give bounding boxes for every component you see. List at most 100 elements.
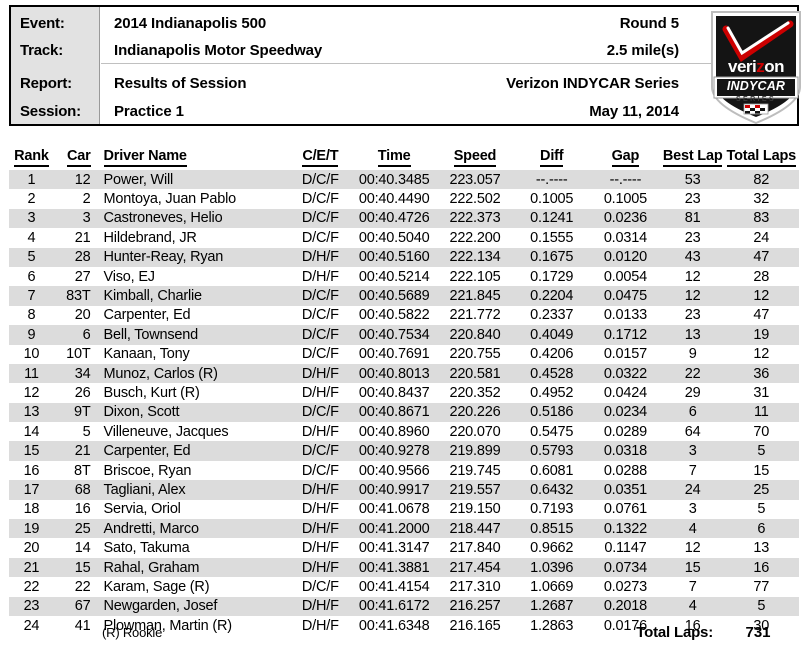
table-row[interactable]: 7 83T Kimball, Charlie D/C/F 00:40.5689 221.8…	[9, 286, 799, 306]
cell-car: 68	[53, 480, 95, 500]
cell-total-laps: 24	[723, 228, 799, 248]
table-row[interactable]: 23 67 Newgarden, Josef D/H/F 00:41.6172 216.2…	[9, 596, 799, 616]
table-row[interactable]: 17 68 Tagliani, Alex D/H/F 00:40.9917 219.557…	[9, 480, 799, 500]
table-row[interactable]: 1 12 Power, Will D/C/F 00:40.3485 223.057 --.-…	[9, 170, 799, 190]
table-row[interactable]: 22 22 Karam, Sage (R) D/C/F 00:41.4154 217.31…	[9, 577, 799, 597]
rookie-legend: (R) Rookie	[102, 625, 163, 640]
table-row[interactable]: 5 28 Hunter-Reay, Ryan D/H/F 00:40.5160 222.1…	[9, 247, 799, 267]
table-row[interactable]: 13 9T Dixon, Scott D/C/F 00:40.8671 220.226 0.…	[9, 402, 799, 423]
cell-cet: D/H/F	[287, 499, 353, 520]
cell-speed: 220.581	[435, 363, 515, 384]
table-row[interactable]: 18 16 Servia, Oriol D/H/F 00:41.0678 219.150 0…	[9, 499, 799, 520]
cell-cet: D/H/F	[287, 557, 353, 578]
cell-rank: 20	[9, 538, 54, 558]
table-row[interactable]: 19 25 Andretti, Marco D/H/F 00:41.2000 218.44…	[9, 519, 799, 539]
table-row[interactable]: 14 5 Villeneuve, Jacques D/H/F 00:40.8960 220…	[9, 422, 799, 442]
cell-gap: 0.0176	[589, 615, 662, 636]
cell-total-laps: 36	[723, 363, 799, 384]
table-row[interactable]: 12 26 Busch, Kurt (R) D/H/F 00:40.8437 220.35…	[9, 383, 799, 403]
column-header-car[interactable]: Car	[54, 143, 95, 170]
table-row[interactable]: 16 8T Briscoe, Ryan D/C/F 00:40.9566 219.745 0…	[9, 460, 799, 481]
column-header-total-laps[interactable]: Total Laps	[724, 143, 799, 170]
cell-best-lap: 43	[661, 247, 724, 267]
cell-diff: --.----	[514, 170, 590, 190]
cell-car: 83T	[53, 286, 95, 306]
cell-rank: 23	[9, 596, 54, 616]
cell-cet: D/H/F	[287, 538, 353, 558]
table-row[interactable]: 9 6 Bell, Townsend D/C/F 00:40.7534 220.840 0.…	[9, 325, 799, 345]
cell-speed: 218.447	[435, 519, 515, 539]
column-header-time[interactable]: Time	[353, 143, 436, 170]
table-row[interactable]: 10 10T Kanaan, Tony D/C/F 00:40.7691 220.755 0…	[9, 344, 799, 364]
table-row[interactable]: 2 2 Montoya, Juan Pablo D/C/F 00:40.4490 222.…	[9, 189, 799, 209]
session-label: Session:	[20, 102, 81, 120]
column-header-speed[interactable]: Speed	[435, 143, 514, 170]
cell-gap: 0.0314	[589, 228, 662, 248]
table-row[interactable]: 8 20 Carpenter, Ed D/C/F 00:40.5822 221.772 0.…	[9, 305, 799, 326]
cell-total-laps: 70	[723, 422, 799, 442]
table-row[interactable]: 4 21 Hildebrand, JR D/C/F 00:40.5040 222.200 0…	[9, 228, 799, 248]
table-row[interactable]: 11 34 Munoz, Carlos (R) D/H/F 00:40.8013 220.…	[9, 363, 799, 384]
column-header-cet[interactable]: C/E/T	[288, 143, 353, 170]
cell-driver-name: Hunter-Reay, Ryan	[94, 247, 288, 267]
cell-total-laps: 5	[723, 441, 799, 461]
cell-gap: 0.1147	[589, 538, 662, 558]
cell-driver-name: Sato, Takuma	[94, 538, 288, 558]
table-row[interactable]: 6 27 Viso, EJ D/H/F 00:40.5214 222.105 0.1729 0…	[9, 266, 799, 287]
cell-total-laps: 5	[723, 596, 799, 616]
cell-gap: 0.0288	[589, 460, 662, 481]
cell-rank: 13	[9, 402, 54, 423]
table-row[interactable]: 24 41 Plowman, Martin (R) D/H/F 00:41.6348 21…	[9, 615, 799, 636]
column-header-driver[interactable]: Driver Name	[95, 143, 288, 170]
cell-car: 3	[53, 208, 95, 229]
cell-best-lap: 12	[661, 286, 724, 306]
cell-best-lap: 3	[661, 499, 724, 520]
table-row[interactable]: 20 14 Sato, Takuma D/H/F 00:41.3147 217.840 0.…	[9, 538, 799, 558]
column-header-best-lap[interactable]: Best Lap	[662, 143, 724, 170]
cell-car: 21	[53, 441, 95, 461]
cell-driver-name: Dixon, Scott	[94, 402, 288, 423]
table-row[interactable]: 21 15 Rahal, Graham D/H/F 00:41.3881 217.454 1…	[9, 557, 799, 578]
verizon-indycar-series-logo: verizon INDYCAR SERIES	[708, 9, 804, 127]
column-header-diff[interactable]: Diff	[514, 143, 589, 170]
cell-speed: 217.840	[435, 538, 515, 558]
cell-diff: 0.5186	[514, 402, 590, 423]
cell-cet: D/C/F	[287, 170, 353, 190]
cell-speed: 216.257	[435, 596, 515, 616]
cell-time: 00:40.8437	[352, 383, 436, 403]
cell-total-laps: 11	[723, 402, 799, 423]
cell-gap: 0.0234	[589, 402, 662, 423]
table-row[interactable]: 3 3 Castroneves, Helio D/C/F 00:40.4726 222.3…	[9, 208, 799, 229]
cell-diff: 0.2204	[514, 286, 590, 306]
column-header-gap[interactable]: Gap	[589, 143, 662, 170]
header-row-report: Report: Results of Session Verizon INDYC…	[11, 69, 797, 97]
header-row-event: Event: 2014 Indianapolis 500 Round 5	[11, 9, 797, 37]
cell-rank: 11	[9, 363, 54, 384]
table-row[interactable]: 15 21 Carpenter, Ed D/C/F 00:40.9278 219.899 0…	[9, 441, 799, 461]
cell-cet: D/C/F	[287, 402, 353, 423]
cell-driver-name: Viso, EJ	[94, 266, 288, 287]
header-row-track: Track: Indianapolis Motor Speedway 2.5 m…	[11, 36, 797, 64]
cell-cet: D/C/F	[287, 189, 353, 209]
cell-car: 28	[53, 247, 95, 267]
cell-gap: 0.0120	[589, 247, 662, 267]
series-wordmark: SERIES	[736, 96, 776, 103]
cell-cet: D/H/F	[287, 247, 353, 267]
cell-time: 00:41.2000	[352, 519, 436, 539]
cell-gap: 0.0133	[589, 305, 662, 326]
cell-time: 00:40.9566	[352, 460, 436, 481]
cell-diff: 0.1729	[514, 266, 590, 287]
cell-diff: 1.0669	[514, 577, 590, 597]
column-header-rank[interactable]: Rank	[9, 143, 54, 170]
cell-time: 00:40.9278	[352, 441, 436, 461]
cell-cet: D/C/F	[287, 228, 353, 248]
cell-gap: 0.0318	[589, 441, 662, 461]
cell-best-lap: 15	[661, 557, 724, 578]
cell-rank: 12	[9, 383, 54, 403]
cell-driver-name: Karam, Sage (R)	[94, 577, 288, 597]
cell-driver-name: Bell, Townsend	[94, 325, 288, 345]
cell-driver-name: Newgarden, Josef	[94, 596, 288, 616]
cell-cet: D/C/F	[287, 577, 353, 597]
cell-rank: 4	[9, 228, 54, 248]
cell-driver-name: Plowman, Martin (R)	[94, 615, 288, 636]
